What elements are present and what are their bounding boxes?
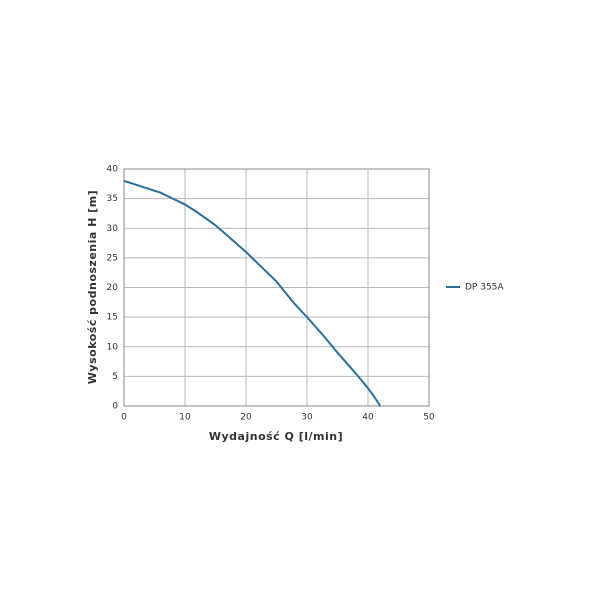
- y-tick-label: 0: [112, 402, 118, 412]
- x-tick-label: 40: [362, 413, 374, 423]
- y-tick-label: 40: [107, 165, 119, 175]
- x-tick-label: 20: [240, 413, 252, 423]
- y-tick-label: 15: [107, 313, 118, 323]
- y-tick-label: 10: [107, 342, 119, 352]
- x-tick-label: 0: [121, 413, 127, 423]
- x-tick-label: 10: [179, 413, 191, 423]
- x-tick-label: 50: [423, 413, 435, 423]
- y-tick-label: 5: [112, 372, 118, 382]
- y-tick-label: 35: [107, 194, 118, 204]
- y-tick-label: 30: [107, 224, 119, 234]
- x-axis-title: Wydajność Q [l/min]: [209, 430, 343, 443]
- x-tick-label: 30: [301, 413, 313, 423]
- plot-border: [123, 168, 430, 407]
- y-axis-title: Wysokość podnoszenia H [m]: [86, 190, 99, 384]
- y-tick-label: 25: [107, 253, 118, 263]
- line: [123, 179, 382, 407]
- y-tick-label: 20: [107, 283, 119, 293]
- legend-label: DP 355A: [465, 283, 504, 293]
